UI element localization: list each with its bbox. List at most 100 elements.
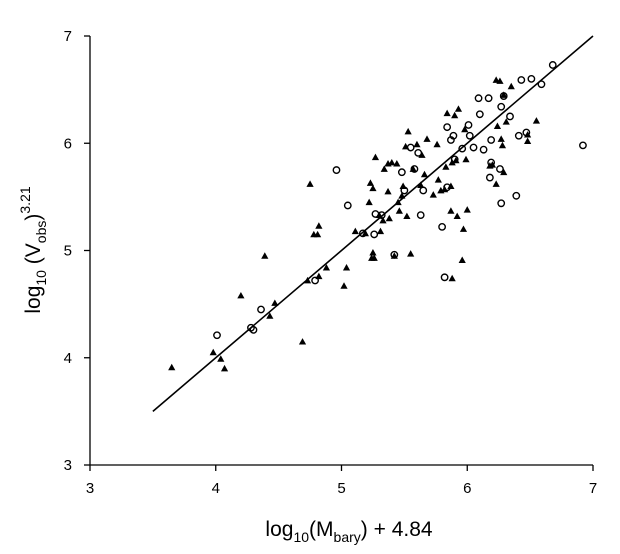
triangle-point [420, 170, 429, 178]
triangle-point [376, 227, 385, 235]
triangle-point [443, 109, 451, 117]
triangle-point [365, 198, 373, 206]
circle-point [479, 145, 488, 154]
circle-point [371, 210, 380, 218]
circle-point [343, 201, 352, 210]
triangle-point [453, 212, 461, 220]
triangle-point [493, 122, 502, 129]
triangle-point [502, 118, 510, 125]
circle-point [332, 166, 341, 174]
circle-point [522, 128, 531, 137]
circle-point [517, 76, 526, 84]
triangle-point [434, 176, 442, 183]
triangle-point [447, 182, 455, 190]
triangle-point [371, 153, 380, 161]
triangle-point [380, 165, 388, 172]
y-tick-label: 6 [64, 135, 72, 152]
circle-point [213, 331, 221, 340]
triangle-point [458, 256, 466, 264]
triangle-point [366, 179, 375, 186]
x-tick-label: 5 [337, 480, 345, 497]
data-points [168, 61, 587, 372]
circle-point [475, 110, 484, 119]
triangle-point [394, 198, 402, 206]
circle-point [257, 305, 265, 314]
y-axis-title: log10 (Vobs)3.21 [17, 186, 49, 313]
circle-point [474, 94, 483, 103]
triangle-point [451, 111, 459, 119]
triangle-point [500, 91, 508, 98]
x-tick-label: 7 [589, 480, 597, 497]
triangle-point [532, 117, 541, 124]
circle-point [390, 250, 399, 259]
triangle-point [385, 214, 393, 222]
circle-point [487, 136, 496, 144]
triangle-point [403, 212, 411, 220]
circle-point [414, 149, 423, 157]
triangle-point [393, 160, 401, 167]
circle-point [449, 131, 458, 140]
triangle-point [168, 363, 176, 371]
triangle-point [413, 140, 421, 148]
triangle-point [447, 207, 455, 214]
circle-point [496, 165, 504, 173]
circle-point [377, 211, 386, 220]
circle-point [579, 141, 587, 150]
triangle-point [454, 105, 463, 112]
circle-point [419, 186, 428, 195]
circle-point [497, 102, 506, 111]
triangle-point [369, 184, 377, 192]
circle-point [358, 229, 367, 238]
triangle-point [417, 181, 425, 188]
triangle-point [209, 348, 217, 356]
triangle-point [395, 207, 403, 214]
triangle-point [340, 282, 348, 289]
circle-point [410, 165, 419, 173]
circle-point [443, 123, 452, 132]
circle-point [450, 155, 459, 164]
triangle-point [407, 250, 415, 257]
triangle-point [388, 158, 396, 166]
triangle-point [261, 252, 269, 259]
triangle-point [384, 187, 392, 195]
triangle-point [423, 135, 431, 142]
triangle-point [266, 312, 274, 319]
triangle-point [351, 227, 359, 235]
circle-point [514, 131, 523, 140]
triangle-point [497, 135, 505, 142]
circle-point [464, 121, 473, 129]
triangle-point [459, 225, 468, 232]
circle-point [499, 92, 508, 100]
circle-point [443, 183, 452, 192]
x-tick-label: 6 [463, 480, 471, 497]
triangle-point [315, 222, 323, 229]
triangle-point [448, 274, 456, 282]
triangle-point [220, 364, 229, 372]
triangle-point [500, 168, 508, 176]
circle-point [440, 273, 449, 282]
triangle-point [462, 155, 470, 163]
circle-point [416, 211, 425, 220]
circle-point [406, 143, 415, 152]
triangle-point [314, 230, 322, 238]
triangle-point [404, 127, 412, 135]
circle-point [458, 144, 467, 153]
circle-point [497, 199, 506, 208]
triangle-point [496, 77, 504, 84]
triangle-point [298, 338, 307, 345]
triangle-point [271, 299, 279, 306]
fit-line [152, 35, 594, 412]
triangle-point [442, 163, 450, 170]
y-tick-label: 4 [64, 350, 72, 367]
triangle-point [342, 264, 351, 271]
x-axis-title: log10(Mbary) + 4.84 [265, 518, 432, 545]
triangle-point [507, 82, 515, 90]
triangle-point [398, 192, 406, 199]
circle-point [537, 80, 546, 89]
triangle-point [237, 291, 245, 299]
triangle-point [369, 249, 377, 256]
triangle-point [217, 355, 225, 362]
triangle-point [461, 125, 469, 133]
triangle-point [303, 276, 312, 284]
